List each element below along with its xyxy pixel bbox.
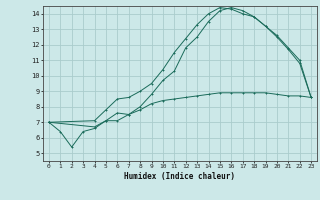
X-axis label: Humidex (Indice chaleur): Humidex (Indice chaleur) <box>124 172 236 181</box>
